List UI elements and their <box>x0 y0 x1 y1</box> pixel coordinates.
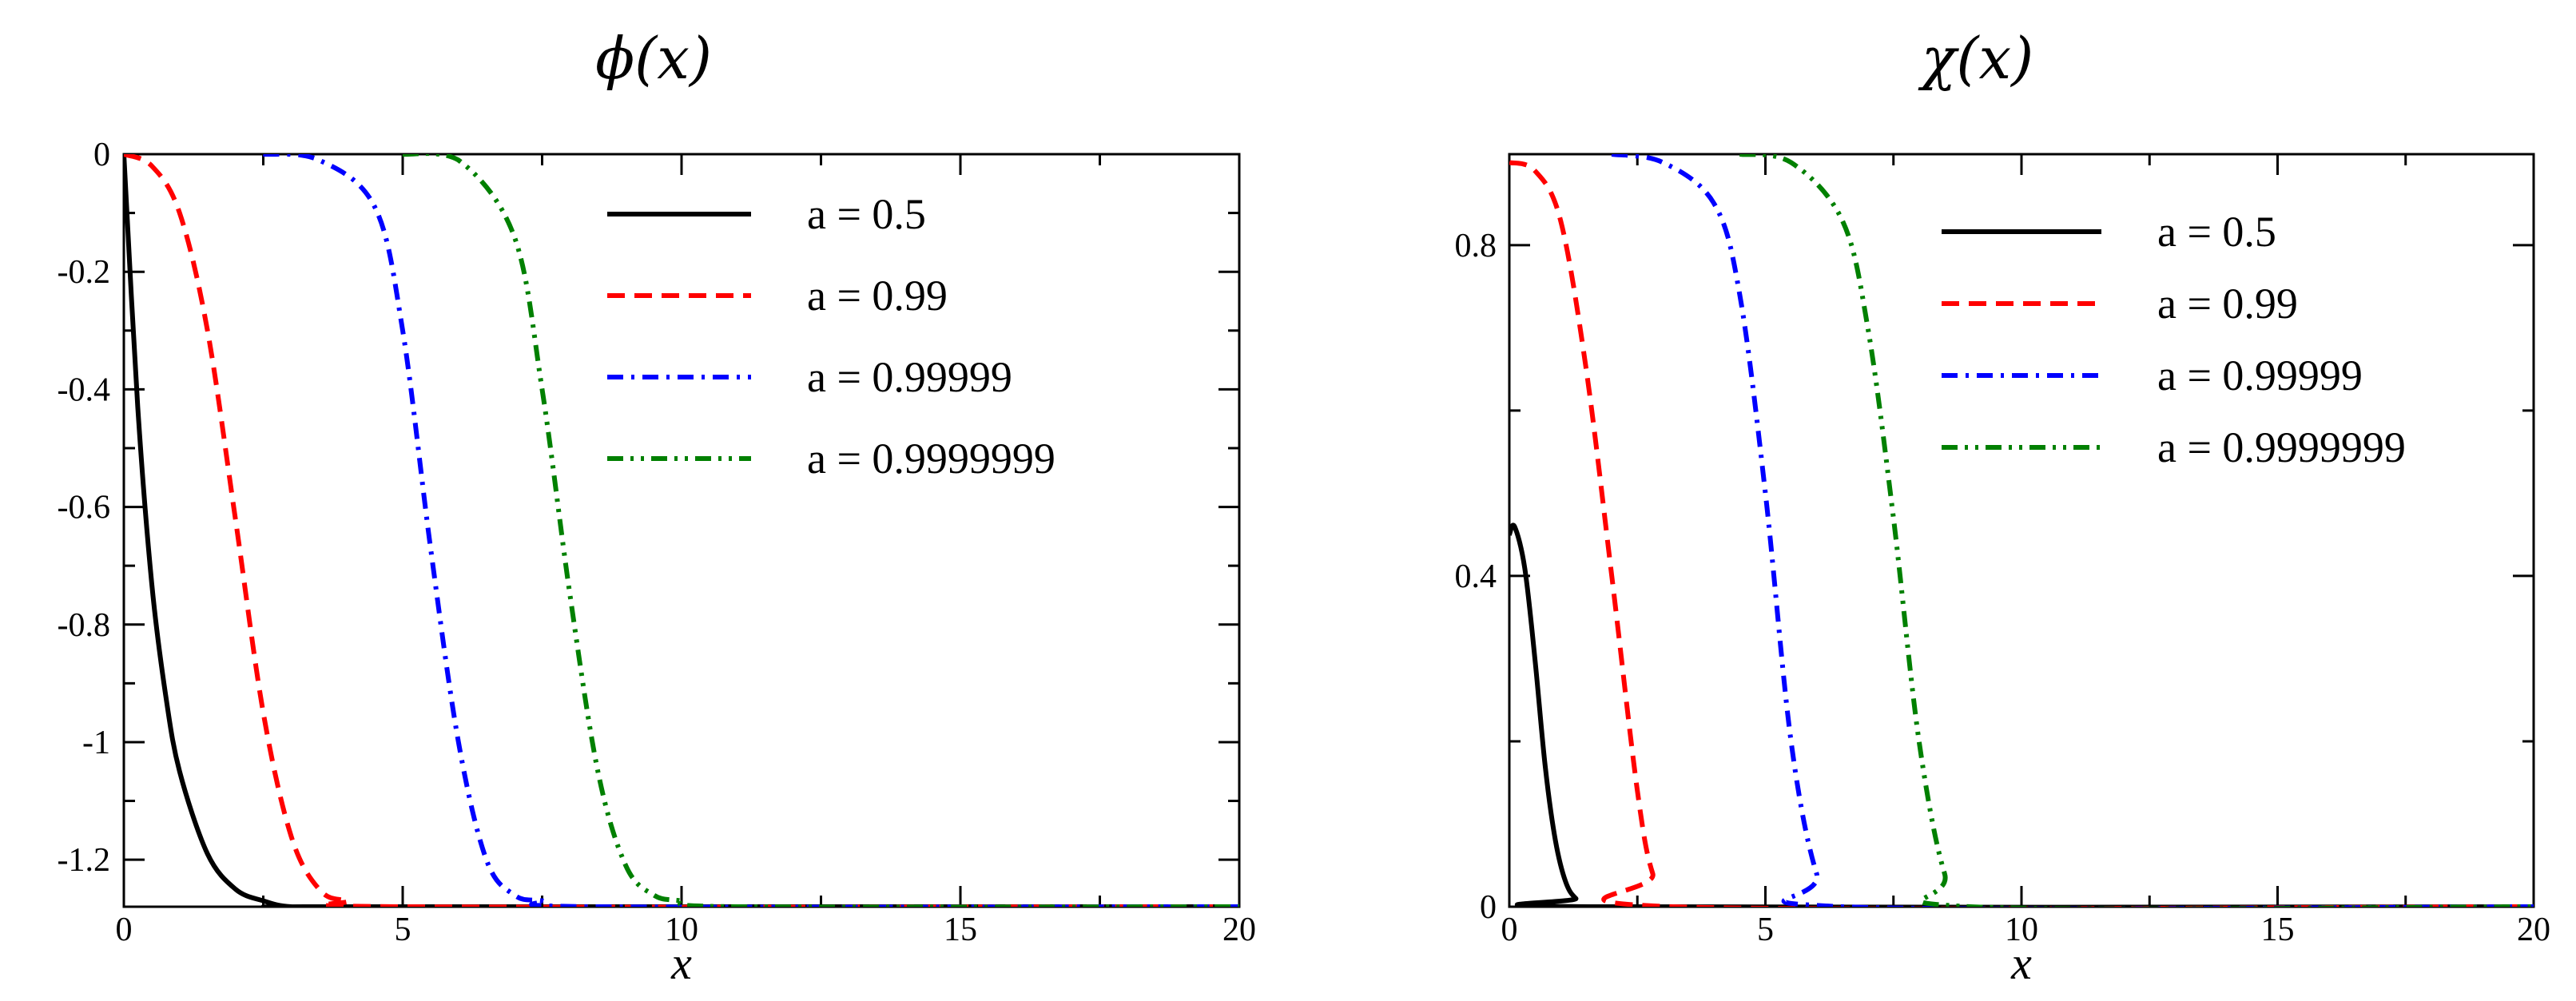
y-tick-label: -0.2 <box>58 254 111 291</box>
chart-panel-phi: 0 5 10 15 20 x 0 -0.2 -0.4 -0.6 -0.8 -1 -1.2 a = 0.5 a… <box>58 137 1257 989</box>
legend-label-chi-3: a = 0.9999999 <box>2157 423 2406 471</box>
series-line-chi-0 <box>1509 522 2534 907</box>
x-tick-label: 10 <box>665 912 698 948</box>
y-tick-label: 0 <box>93 137 110 173</box>
x-tick-label: 5 <box>1757 912 1774 948</box>
series-line-chi-2 <box>1611 154 2534 907</box>
legend-label-chi-1: a = 0.99 <box>2157 280 2298 328</box>
x-axis-label: x <box>2010 937 2032 989</box>
y-tick-label: -0.4 <box>58 371 111 408</box>
x-tick-label: 20 <box>2517 912 2550 948</box>
legend-label-chi-2: a = 0.99999 <box>2157 352 2363 399</box>
series-line-chi-1 <box>1509 160 2534 907</box>
plot-frame-phi <box>122 153 1241 908</box>
legend-label-phi-0: a = 0.5 <box>807 190 926 238</box>
series-line-chi-3 <box>1739 154 2534 907</box>
legend-label-phi-2: a = 0.99999 <box>807 353 1012 401</box>
x-axis-label: x <box>670 937 692 989</box>
x-tick-label: 0 <box>1501 912 1518 948</box>
x-tick-label: 0 <box>116 912 133 948</box>
chart-panel-chi: 0 5 10 15 20 x 0 0.4 0.8 a = 0.5 a = 0.99 a = 0.999… <box>1455 153 2550 989</box>
y-tick-label: -0.6 <box>58 490 111 526</box>
chart-title-chi: χ(x) <box>1918 25 2033 92</box>
series-line-phi-0 <box>124 154 1239 907</box>
y-tick-label: -1.2 <box>58 842 111 879</box>
x-tick-label: 15 <box>2261 912 2295 948</box>
legend-label-phi-1: a = 0.99 <box>807 272 948 320</box>
x-tick-label: 20 <box>1222 912 1256 948</box>
y-tick-label: -1 <box>82 725 110 761</box>
y-tick-label: -0.8 <box>58 607 111 644</box>
y-tick-label: 0.4 <box>1455 558 1497 595</box>
x-tick-label: 15 <box>944 912 977 948</box>
x-tick-label: 5 <box>395 912 411 948</box>
legend-label-phi-3: a = 0.9999999 <box>807 435 1055 483</box>
series-line-phi-2 <box>263 154 1239 907</box>
series-line-phi-1 <box>124 154 1239 907</box>
x-tick-label: 10 <box>2005 912 2038 948</box>
plot-frame-chi <box>1508 153 2535 908</box>
series-line-phi-3 <box>402 154 1239 907</box>
y-tick-label: 0.8 <box>1455 228 1497 264</box>
legend-label-chi-0: a = 0.5 <box>2157 208 2276 256</box>
y-tick-label: 0 <box>1480 889 1497 926</box>
chart-title-phi: ϕ(x) <box>595 25 712 92</box>
